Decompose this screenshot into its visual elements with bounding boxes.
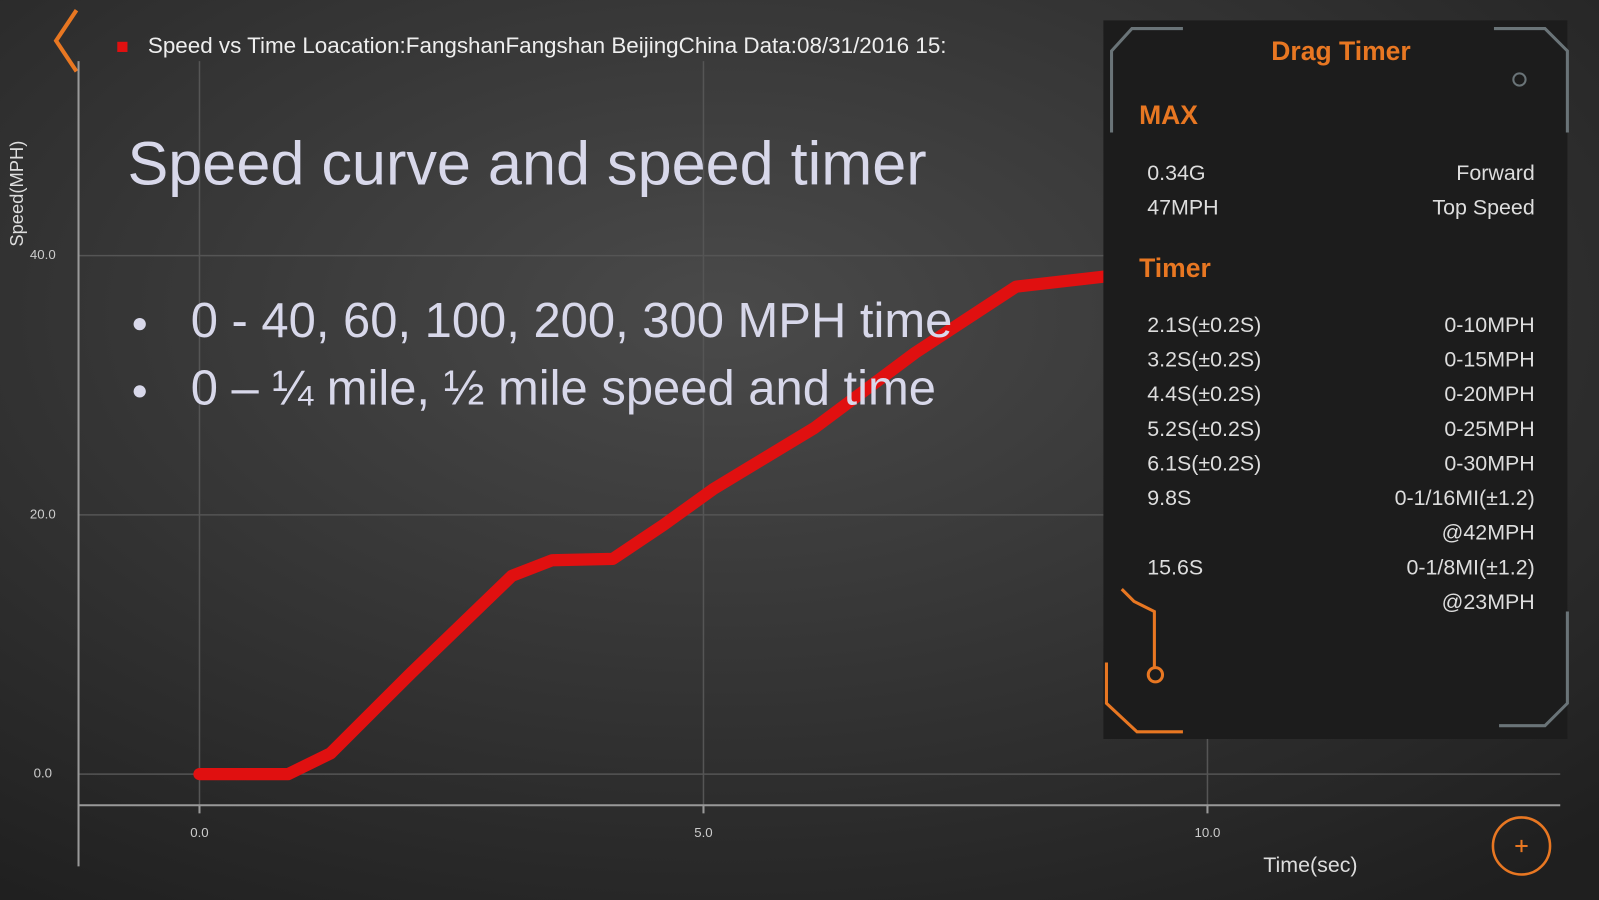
add-button[interactable] (1491, 816, 1552, 876)
bullet-dot (133, 385, 146, 398)
row-label: 0-10MPH (1444, 313, 1534, 337)
bullet-text: 0 - 40, 60, 100, 200, 300 MPH time (191, 294, 953, 348)
y-tick-label: 0.0 (34, 766, 52, 781)
row-value: 5.2S(±0.2S) (1147, 417, 1261, 441)
row-label: 0-1/8MI(±1.2) (1406, 555, 1534, 579)
row-label: Forward (1456, 161, 1534, 185)
legend-swatch (117, 41, 128, 52)
panel-title: Drag Timer (1271, 36, 1410, 66)
x-tick-label: 10.0 (1195, 825, 1221, 840)
row-label: 0-1/16MI(±1.2) (1395, 486, 1535, 510)
row-value: 0.34G (1147, 161, 1205, 185)
row-value: 47MPH (1147, 196, 1218, 220)
panel-frame-accent (1104, 588, 1183, 734)
frame-node (1512, 72, 1527, 87)
add-icon (1515, 839, 1528, 853)
row-sublabel: @42MPH (1442, 521, 1535, 545)
row-value: 15.6S (1147, 555, 1203, 579)
row-value: 9.8S (1147, 486, 1191, 510)
back-button[interactable] (53, 9, 79, 73)
slide-title: Speed curve and speed timer (127, 129, 926, 197)
x-tick-label: 5.0 (694, 825, 712, 840)
drag-timer-panel: Drag Timer MAX Timer 0.34G Forward 47MPH To… (1103, 20, 1569, 739)
section-heading: MAX (1139, 100, 1198, 130)
row-value: 6.1S(±0.2S) (1147, 451, 1261, 475)
bullet-dot (133, 318, 146, 331)
speed-line (193, 270, 1113, 781)
x-axis-label: Time(sec) (1263, 853, 1357, 877)
row-value: 4.4S(±0.2S) (1147, 382, 1261, 406)
row-value: 3.2S(±0.2S) (1147, 347, 1261, 371)
bullet-text: 0 – ¼ mile, ½ mile speed and time (191, 361, 936, 415)
row-sublabel: @23MPH (1442, 590, 1535, 614)
row-label: 0-15MPH (1444, 347, 1534, 371)
y-tick-label: 20.0 (30, 506, 56, 521)
frame-node (1146, 666, 1165, 684)
row-label: Top Speed (1432, 196, 1534, 220)
y-tick-label: 40.0 (30, 247, 56, 262)
row-label: 0-20MPH (1444, 382, 1534, 406)
y-axis-label: Speed(MPH) (6, 141, 27, 247)
x-tick-label: 0.0 (190, 825, 208, 840)
row-label: 0-25MPH (1444, 417, 1534, 441)
row-value: 2.1S(±0.2S) (1147, 313, 1261, 337)
row-label: 0-30MPH (1444, 451, 1534, 475)
legend-label: Speed vs Time Loacation:FangshanFangshan… (148, 33, 947, 58)
section-heading: Timer (1139, 253, 1211, 283)
panel-bg (1103, 20, 1568, 739)
panel-frame (1110, 27, 1569, 728)
